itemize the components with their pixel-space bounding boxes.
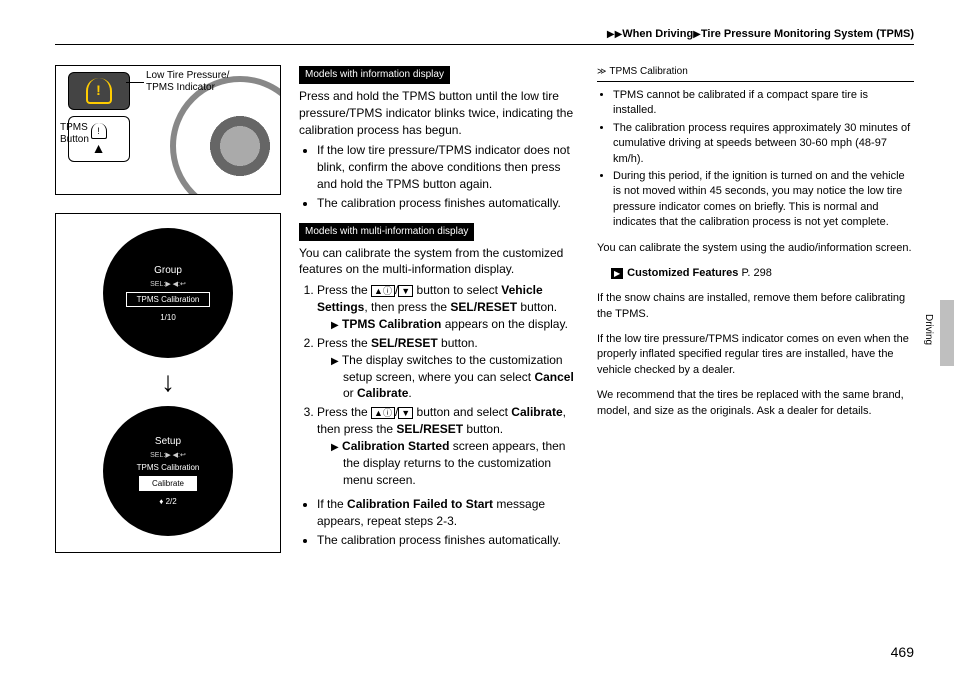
breadcrumb-header: ▶▶When Driving▶Tire Pressure Monitoring … bbox=[55, 28, 914, 45]
gauge2-footer: 2/2 bbox=[166, 497, 177, 506]
intro-paragraph-2: You can calibrate the system from the cu… bbox=[299, 245, 579, 279]
gauge-group: Group SEL:▶ ◀:↩ TPMS Calibration 1/10 bbox=[103, 228, 233, 358]
bullet-no-blink: If the low tire pressure/TPMS indicator … bbox=[317, 142, 579, 192]
note-duration: The calibration process requires approxi… bbox=[613, 121, 914, 167]
note-tire-replace: We recommend that the tires be replaced … bbox=[597, 388, 914, 419]
bullet-auto-finish-1: The calibration process finishes automat… bbox=[317, 195, 579, 212]
cross-reference: Customized Features P. 298 bbox=[597, 266, 914, 281]
gauge1-title: Group bbox=[154, 265, 182, 276]
tpms-button-label: TPMS Button bbox=[60, 122, 89, 146]
crumb-1: When Driving bbox=[622, 28, 693, 40]
main-text-column: Models with information display Press an… bbox=[299, 65, 579, 559]
gauge2-sub: SEL:▶ ◀:↩ bbox=[150, 451, 186, 459]
tpms-indicator-icon: ! bbox=[68, 72, 130, 110]
figure-gauges: Group SEL:▶ ◀:↩ TPMS Calibration 1/10 ↓ … bbox=[55, 213, 281, 553]
step-2: Press the SEL/RESET button. ▶ The displa… bbox=[317, 335, 579, 402]
gauge2-pill: Calibrate bbox=[139, 476, 197, 491]
section-tab-label: Driving bbox=[923, 314, 934, 345]
down-arrow-icon: ↓ bbox=[161, 368, 175, 396]
figures-column: ! ! ▲ Low Tire Pressure/ TPMS Indicator … bbox=[55, 65, 281, 559]
step-1: Press the ▲ⓘ/▼ button to select Vehicle … bbox=[317, 282, 579, 333]
bullet-failed: If the Calibration Failed to Start messa… bbox=[317, 496, 579, 530]
indicator-label: Low Tire Pressure/ TPMS Indicator bbox=[146, 70, 229, 94]
section-heading: TPMS Calibration bbox=[597, 65, 914, 82]
figure-tpms-button: ! ! ▲ Low Tire Pressure/ TPMS Indicator … bbox=[55, 65, 281, 195]
gauge1-pill: TPMS Calibration bbox=[126, 292, 211, 307]
note-audio-screen: You can calibrate the system using the a… bbox=[597, 241, 914, 256]
side-notes-column: TPMS Calibration TPMS cannot be calibrat… bbox=[597, 65, 914, 559]
note-dealer-check: If the low tire pressure/TPMS indicator … bbox=[597, 332, 914, 378]
gauge2-line: TPMS Calibration bbox=[137, 463, 200, 472]
note-spare-tire: TPMS cannot be calibrated if a compact s… bbox=[613, 88, 914, 119]
note-snow-chains: If the snow chains are installed, remove… bbox=[597, 291, 914, 322]
page-number: 469 bbox=[891, 644, 914, 660]
label-multi-info-display: Models with multi-information display bbox=[299, 223, 474, 241]
note-ignition: During this period, if the ignition is t… bbox=[613, 169, 914, 231]
gauge-setup: Setup SEL:▶ ◀:↩ TPMS Calibration Calibra… bbox=[103, 406, 233, 536]
gauge1-sub: SEL:▶ ◀:↩ bbox=[150, 280, 186, 288]
gauge1-footer: 1/10 bbox=[160, 313, 176, 322]
intro-paragraph-1: Press and hold the TPMS button until the… bbox=[299, 88, 579, 138]
label-info-display: Models with information display bbox=[299, 66, 450, 84]
step-3: Press the ▲ⓘ/▼ button and select Calibra… bbox=[317, 404, 579, 488]
gauge2-title: Setup bbox=[155, 436, 181, 447]
section-tab bbox=[940, 300, 954, 366]
crumb-2: Tire Pressure Monitoring System (TPMS) bbox=[701, 28, 914, 40]
bullet-auto-finish-2: The calibration process finishes automat… bbox=[317, 532, 579, 549]
